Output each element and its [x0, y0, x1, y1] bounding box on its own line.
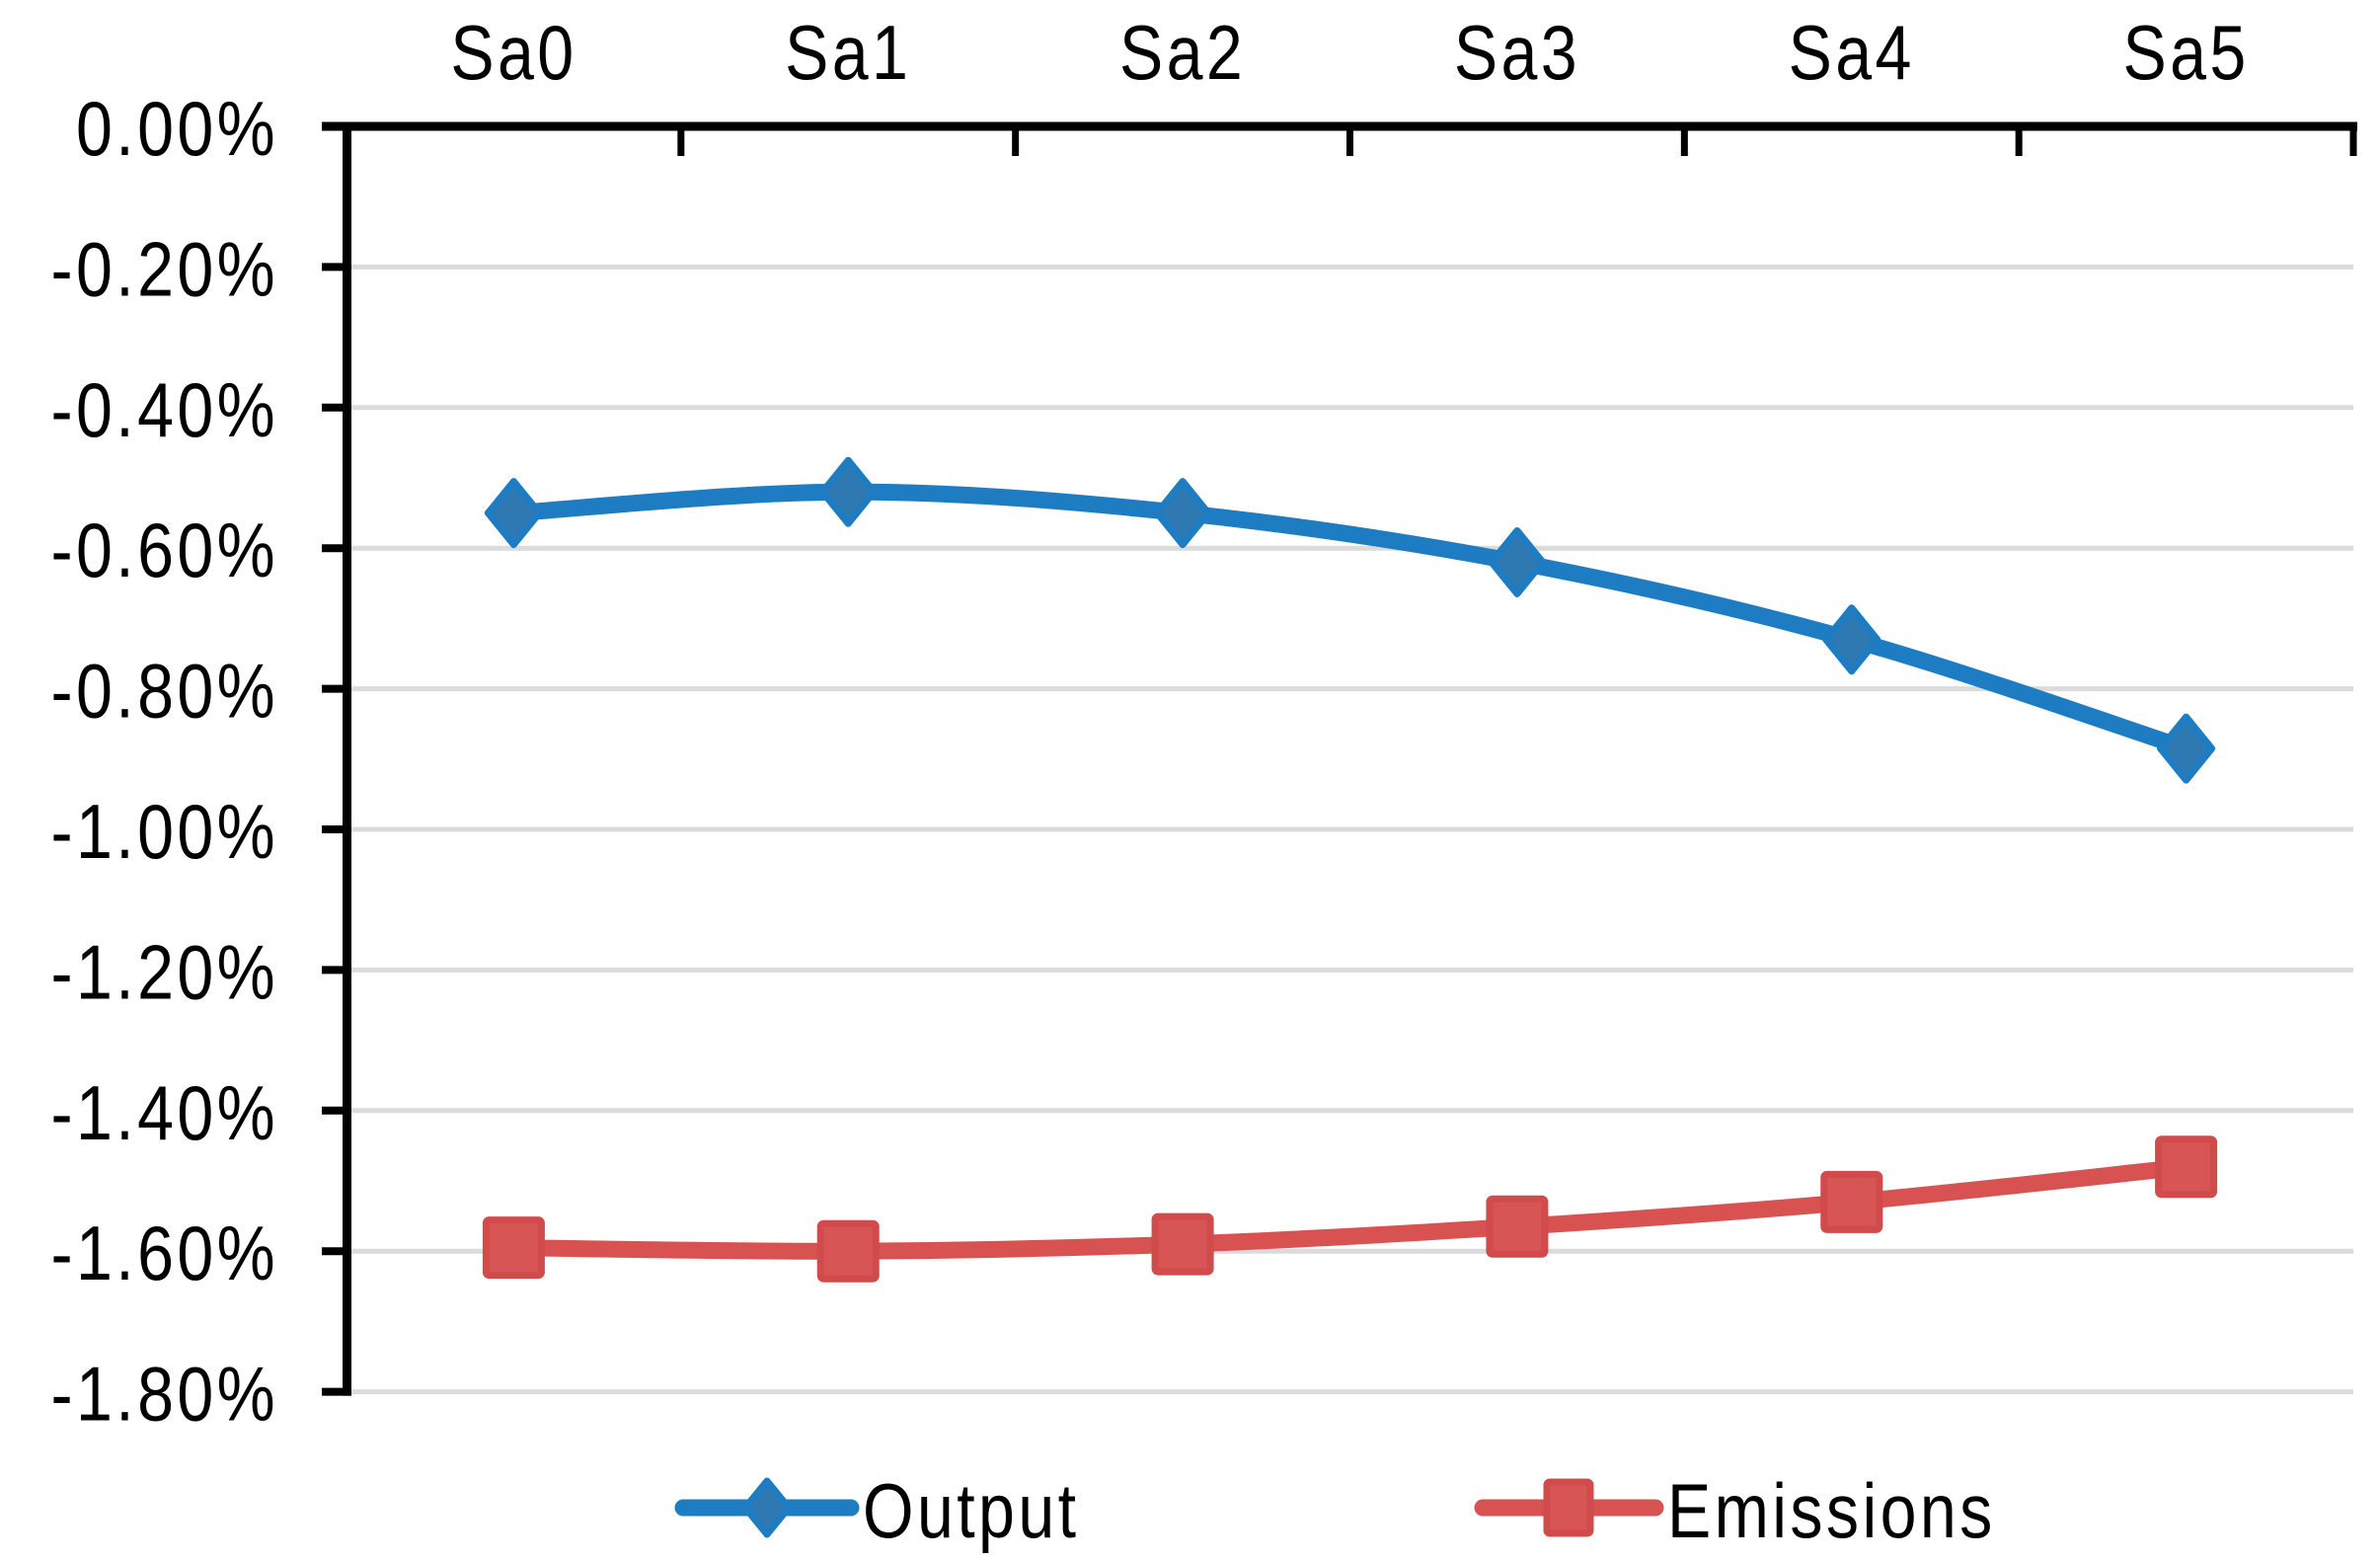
x-tick-label: Sa1 [785, 10, 911, 96]
legend-item-output: Output [674, 1468, 1079, 1554]
series-emissions [482, 1135, 2218, 1283]
legend: Output Emissions [674, 1468, 1996, 1554]
legend-label-output: Output [863, 1468, 1079, 1554]
marker-emissions-sa2 [1151, 1212, 1214, 1276]
y-tick-label: 0.00% [76, 86, 278, 172]
x-tick-label: Sa2 [1119, 10, 1246, 96]
x-tick-label: Sa3 [1454, 10, 1580, 96]
y-tick-label: -0.80% [51, 649, 278, 735]
y-tick-label: -1.60% [51, 1211, 278, 1296]
y-tick-label: -1.00% [51, 789, 278, 875]
legend-marker-emissions [1543, 1478, 1594, 1537]
marker-output-sa4 [1822, 604, 1881, 675]
y-tick-label: -0.20% [51, 226, 278, 312]
marker-emissions-sa4 [1820, 1170, 1883, 1233]
series-output [484, 456, 2216, 784]
marker-emissions-sa5 [2155, 1135, 2218, 1199]
marker-output-sa1 [818, 456, 878, 527]
series-line-emissions [504, 1158, 2195, 1260]
x-tick-label: Sa5 [2123, 10, 2250, 96]
series-line-output [504, 483, 2195, 757]
x-tick-label: Sa4 [1789, 10, 1915, 96]
marker-emissions-sa3 [1486, 1195, 1549, 1258]
marker-output-sa2 [1153, 478, 1212, 549]
y-tick-label: -1.80% [51, 1352, 278, 1438]
marker-output-sa0 [484, 478, 543, 549]
legend-label-emissions: Emissions [1667, 1468, 1996, 1554]
legend-marker-output [741, 1477, 793, 1538]
x-tick-label: Sa0 [450, 10, 576, 96]
marker-output-sa3 [1488, 526, 1547, 597]
y-tick-label: -1.20% [51, 929, 278, 1015]
marker-emissions-sa1 [816, 1219, 880, 1283]
y-tick-label: -0.60% [51, 508, 278, 593]
y-tick-label: -0.40% [51, 367, 278, 453]
legend-item-emissions: Emissions [1474, 1468, 1996, 1554]
marker-output-sa5 [2157, 713, 2216, 784]
marker-emissions-sa0 [482, 1216, 545, 1280]
y-tick-label: -1.40% [51, 1070, 278, 1156]
